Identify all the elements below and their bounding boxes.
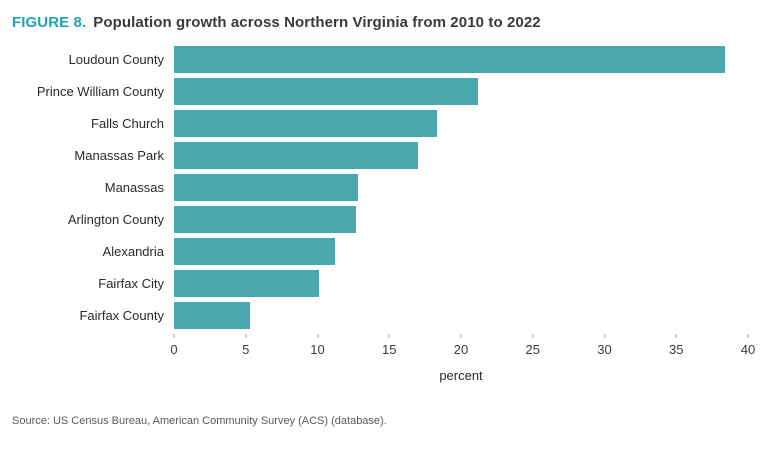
tick-mark [675, 334, 677, 338]
value-bar [174, 173, 358, 201]
tick-mark [317, 334, 318, 338]
bar-track [174, 77, 748, 105]
value-bar [174, 141, 418, 169]
tick-label: 0 [170, 342, 178, 357]
bar-track [174, 141, 748, 169]
bar-track [174, 269, 748, 297]
value-bar [174, 269, 319, 297]
chart-row: Manassas Park [12, 139, 748, 171]
source-note: Source: US Census Bureau, American Commu… [12, 415, 387, 427]
axis-spacer [12, 360, 174, 383]
figure-title-text: Population growth across Northern Virgin… [93, 14, 541, 31]
bar-track [174, 173, 748, 201]
figure-number: FIGURE 8. [12, 14, 87, 31]
chart-row: Fairfax City [12, 267, 748, 299]
chart-row: Falls Church [12, 107, 748, 139]
category-label: Prince William County [36, 83, 164, 99]
bar-track [174, 301, 748, 329]
x-axis-label-row: percent [12, 360, 748, 383]
chart-row: Alexandria [12, 235, 748, 267]
tick-label: 15 [382, 342, 397, 357]
x-axis: 0 5 10 15 20 25 30 35 40 [12, 334, 755, 360]
tick-label: 35 [669, 342, 684, 357]
bar-track [174, 45, 748, 73]
value-bar [174, 205, 357, 233]
bar-track [174, 109, 748, 137]
bar-track [174, 205, 748, 233]
figure-8: FIGURE 8. Population growth across Northe… [12, 14, 755, 427]
tick-mark [388, 334, 390, 338]
value-bar [174, 301, 251, 329]
tick-mark [173, 334, 175, 338]
value-bar [174, 109, 437, 137]
value-bar [174, 237, 335, 265]
category-label: Arlington County [67, 211, 164, 227]
tick-label: 5 [242, 342, 250, 357]
tick-label: 25 [525, 342, 540, 357]
figure-title: FIGURE 8. Population growth across Northe… [12, 14, 748, 31]
tick-mark [747, 334, 749, 338]
chart-row: Loudoun County [12, 43, 748, 75]
value-bar [174, 45, 726, 73]
tick-mark [532, 334, 534, 338]
tick-label: 20 [453, 342, 469, 357]
tick-mark [460, 334, 462, 338]
tick-label: 10 [310, 342, 325, 357]
category-label: Fairfax City [98, 275, 164, 291]
tick-mark [245, 334, 247, 338]
chart-row: Prince William County [12, 75, 748, 107]
tick-mark [604, 334, 605, 338]
axis-spacer [12, 334, 174, 360]
x-axis-label: percent [439, 368, 483, 383]
value-bar [174, 77, 479, 105]
tick-label: 30 [597, 342, 612, 357]
chart-row: Arlington County [12, 203, 748, 235]
chart-rows: Loudoun County Prince William County Falls… [12, 43, 748, 331]
chart-row: Manassas [12, 171, 748, 203]
category-label: Fairfax County [79, 307, 164, 323]
category-label: Alexandria [102, 243, 164, 259]
chart-row: Fairfax County [12, 299, 748, 331]
tick-label: 40 [740, 342, 756, 357]
category-label: Manassas [104, 179, 164, 195]
category-label: Manassas Park [74, 147, 164, 163]
category-label: Loudoun County [68, 51, 164, 67]
x-axis-ticks: 0 5 10 15 20 25 30 35 40 [170, 334, 755, 360]
bar-chart: Loudoun County Prince William County Falls… [12, 43, 755, 383]
bar-track [174, 237, 748, 265]
category-label: Falls Church [91, 115, 164, 131]
